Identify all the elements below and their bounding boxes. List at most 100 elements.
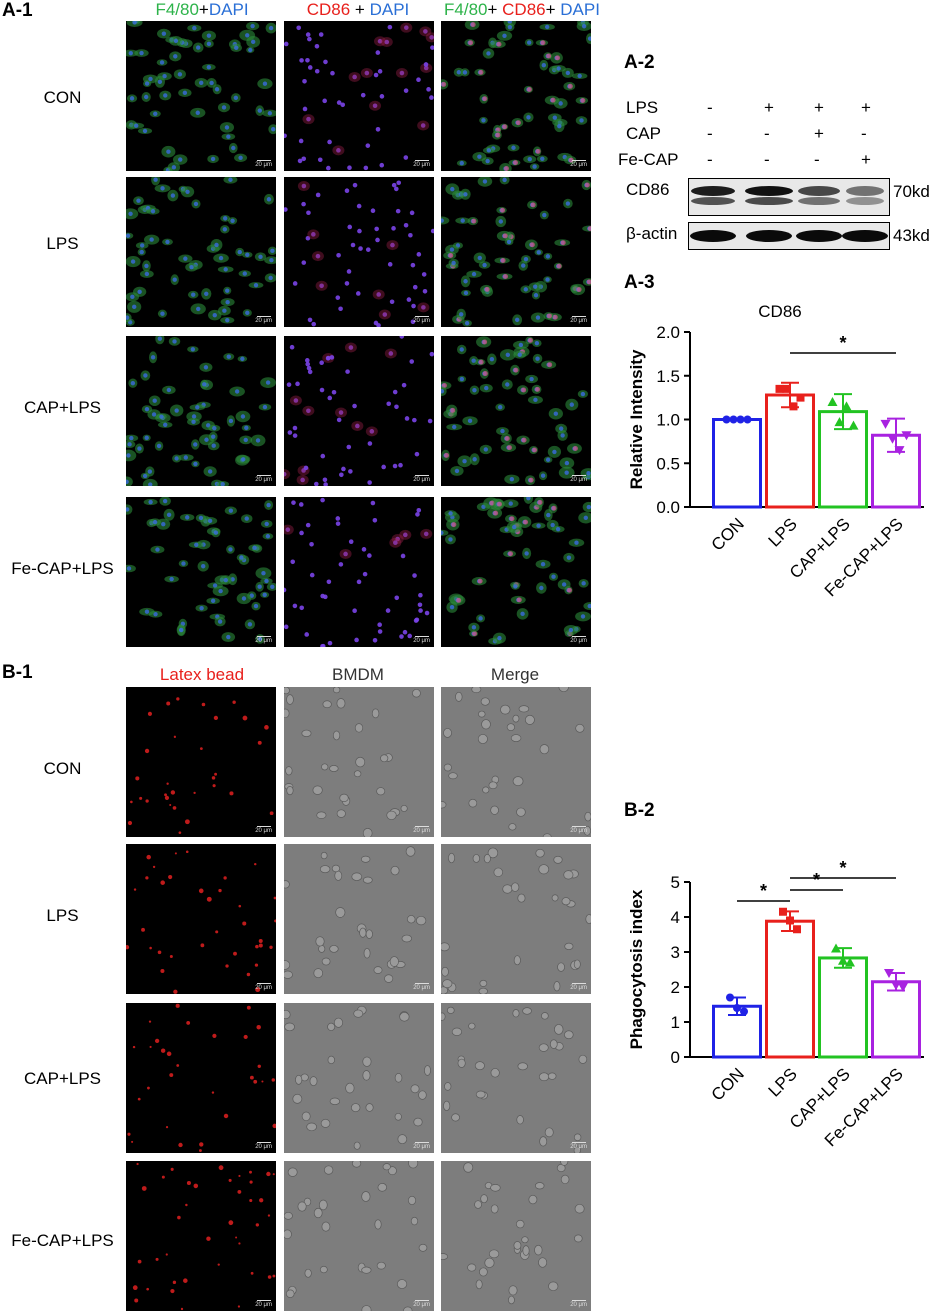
data-point — [743, 415, 752, 424]
blot-condition-label: Fe-CAP — [618, 150, 679, 169]
scale-bar: 20 μm — [570, 636, 587, 644]
y-tick-label: 3 — [671, 943, 680, 962]
scale-bar: 20 μm — [570, 826, 587, 834]
scale-bar-label: 20 μm — [413, 1144, 430, 1150]
scale-bar: 20 μm — [570, 983, 587, 991]
column-header-part: + — [487, 0, 503, 19]
data-point — [898, 983, 908, 992]
b1-column-header-3: Merge — [439, 665, 591, 685]
y-axis-label: Relative Intensity — [627, 349, 646, 489]
micrograph-image: 20 μm — [126, 336, 276, 486]
scale-bar-label: 20 μm — [570, 1302, 587, 1308]
micrograph-image: 20 μm — [126, 21, 276, 171]
blot-treatment-sign: + — [861, 150, 871, 169]
data-point — [891, 981, 901, 991]
scale-bar-label: 20 μm — [255, 638, 272, 644]
blot-membrane — [688, 222, 890, 250]
scale-bar: 20 μm — [255, 1142, 272, 1150]
data-point — [740, 1007, 748, 1016]
scale-bar: 20 μm — [570, 475, 587, 483]
blot-treatment-sign: + — [814, 124, 824, 143]
micrograph-image: 20 μm — [441, 1161, 591, 1311]
blot-membrane — [688, 178, 890, 216]
bar-CON — [712, 418, 762, 509]
scale-bar-label: 20 μm — [413, 828, 430, 834]
y-tick-label: 1.0 — [656, 411, 680, 430]
scale-bar: 20 μm — [413, 826, 430, 834]
cd86-relative-intensity-chart: CD86 0.0 0.5 1.0 1.5 2.0 Relative Intensity CON… — [627, 302, 924, 600]
scale-bar-label: 20 μm — [255, 1144, 272, 1150]
data-point — [786, 916, 794, 925]
scale-bar: 20 μm — [413, 160, 430, 168]
data-point — [722, 415, 731, 424]
data-point — [726, 993, 734, 1002]
b1-row-label-cap-lps: CAP+LPS — [23, 1069, 101, 1088]
scale-bar-label: 20 μm — [255, 162, 272, 168]
column-header-part: + — [198, 0, 209, 19]
panel-label-a3: A-3 — [624, 272, 655, 293]
y-tick-label: 1.5 — [656, 367, 680, 386]
blot-treatment-sign: - — [764, 150, 770, 169]
micrograph-image: 20 μm — [126, 497, 276, 647]
scale-bar-label: 20 μm — [570, 162, 587, 168]
scale-bar: 20 μm — [413, 636, 430, 644]
scale-bar-label: 20 μm — [570, 638, 587, 644]
a1-column-header-3: F4/80+ CD86+ DAPI — [432, 0, 612, 20]
blot-band-kd: 70kd — [893, 182, 930, 201]
micrograph-image: 20 μm — [441, 497, 591, 647]
bar-Fe-CAP+LPS — [871, 980, 921, 1059]
data-point — [884, 969, 894, 978]
scale-bar: 20 μm — [570, 160, 587, 168]
scale-bar: 20 μm — [255, 316, 272, 324]
panel-label-b1: B-1 — [2, 662, 33, 683]
b1-row-label-fecap-lps: Fe-CAP+LPS — [11, 1231, 114, 1250]
x-tick-label: CON — [708, 514, 748, 554]
blot-treatment-sign: - — [707, 124, 713, 143]
blot-treatment-sign: - — [707, 98, 713, 117]
micrograph-image: 20 μm — [126, 687, 276, 837]
a1-row-label-cap-lps: CAP+LPS — [23, 398, 101, 417]
column-header-part: Merge — [490, 665, 540, 684]
micrograph-image: 20 μm — [126, 1003, 276, 1153]
column-header-part: Latex bead — [159, 665, 245, 684]
column-header-part: CD86 — [306, 0, 351, 19]
y-tick-label: 5 — [671, 873, 680, 892]
micrograph-image: 20 μm — [284, 844, 434, 994]
y-tick-label: 2 — [671, 978, 680, 997]
micrograph-image: 20 μm — [441, 177, 591, 327]
micrograph-image: 20 μm — [126, 177, 276, 327]
blot-band-label: CD86 — [626, 180, 670, 199]
scale-bar-label: 20 μm — [570, 477, 587, 483]
data-point — [848, 420, 859, 430]
blot-treatment-sign: - — [861, 124, 867, 143]
micrograph-image: 20 μm — [126, 1161, 276, 1311]
scale-bar: 20 μm — [255, 983, 272, 991]
micrograph-image: 20 μm — [441, 336, 591, 486]
data-point — [894, 446, 905, 456]
scale-bar: 20 μm — [255, 1300, 272, 1308]
scale-bar-label: 20 μm — [413, 985, 430, 991]
bar-LPS — [765, 919, 815, 1059]
significance-star: * — [839, 333, 846, 353]
column-header-part: CD86 — [502, 0, 546, 19]
data-point — [733, 1004, 741, 1012]
data-point — [831, 943, 841, 953]
panel-label-b2: B-2 — [624, 800, 655, 821]
column-header-part: F4/80 — [444, 0, 488, 19]
data-point — [775, 384, 784, 393]
bar-LPS — [765, 393, 815, 509]
scale-bar: 20 μm — [413, 983, 430, 991]
b1-column-header-2: BMDM — [282, 665, 434, 685]
scale-bar-label: 20 μm — [255, 1302, 272, 1308]
y-tick-label: 1 — [671, 1013, 680, 1032]
data-point — [887, 434, 898, 444]
scale-bar-label: 20 μm — [413, 162, 430, 168]
chart-title: CD86 — [758, 302, 801, 321]
data-point — [729, 415, 738, 424]
blot-treatment-sign: + — [861, 98, 871, 117]
scale-bar-label: 20 μm — [570, 318, 587, 324]
scale-bar-label: 20 μm — [413, 638, 430, 644]
b1-row-label-con: CON — [43, 759, 82, 778]
scale-bar: 20 μm — [570, 1142, 587, 1150]
column-header-part: F4/80 — [155, 0, 199, 19]
